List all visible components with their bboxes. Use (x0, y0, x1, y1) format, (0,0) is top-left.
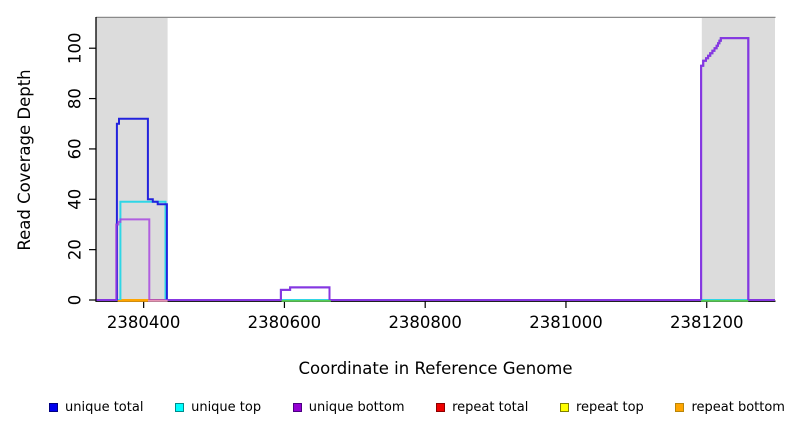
series-unique-top (96, 200, 775, 301)
legend-label: repeat top (576, 399, 644, 415)
legend-label: repeat total (452, 399, 529, 415)
legend-label: repeat bottom (691, 399, 785, 415)
legend-swatch-icon (175, 402, 185, 412)
legend-swatch-icon (560, 402, 569, 412)
series-unique-total (96, 37, 775, 301)
y-axis-title: Read Coverage Depth (15, 69, 34, 251)
y-tick-label: 60 (66, 138, 85, 159)
legend-swatch-icon (436, 402, 446, 412)
x-tick-label: 2381200 (670, 313, 744, 332)
y-tick-label: 100 (66, 32, 85, 64)
shaded-region (701, 18, 775, 302)
x-axis-title: Coordinate in Reference Genome (298, 359, 573, 378)
legend-label: unique bottom (308, 399, 405, 415)
y-tick-label: 40 (66, 189, 85, 210)
legend-label: unique top (191, 399, 262, 415)
legend-item-repeat-bottom: repeat bottom (675, 400, 785, 415)
y-tick-label: 80 (66, 88, 85, 109)
legend: unique total unique top unique bottom repea… (49, 398, 785, 416)
y-tick-label: 20 (66, 239, 85, 260)
x-tick-label: 2380800 (388, 313, 462, 332)
x-tick-label: 2380600 (248, 313, 322, 332)
legend-item-repeat-total: repeat total (436, 400, 528, 415)
legend-item-unique-top: unique top (175, 400, 261, 415)
legend-label: unique total (65, 399, 144, 415)
x-tick-label: 2381000 (529, 313, 603, 332)
y-tick-label: 0 (66, 295, 85, 306)
legend-swatch-icon (675, 402, 685, 412)
legend-swatch-icon (292, 402, 302, 412)
x-tick-label: 2380400 (107, 313, 181, 332)
legend-item-unique-bottom: unique bottom (292, 399, 405, 415)
shaded-region (96, 18, 168, 302)
legend-item-repeat-top: repeat top (560, 400, 644, 415)
legend-item-unique-total: unique total (49, 400, 143, 415)
legend-swatch-icon (49, 402, 58, 412)
series-unique-bottom (96, 37, 775, 301)
